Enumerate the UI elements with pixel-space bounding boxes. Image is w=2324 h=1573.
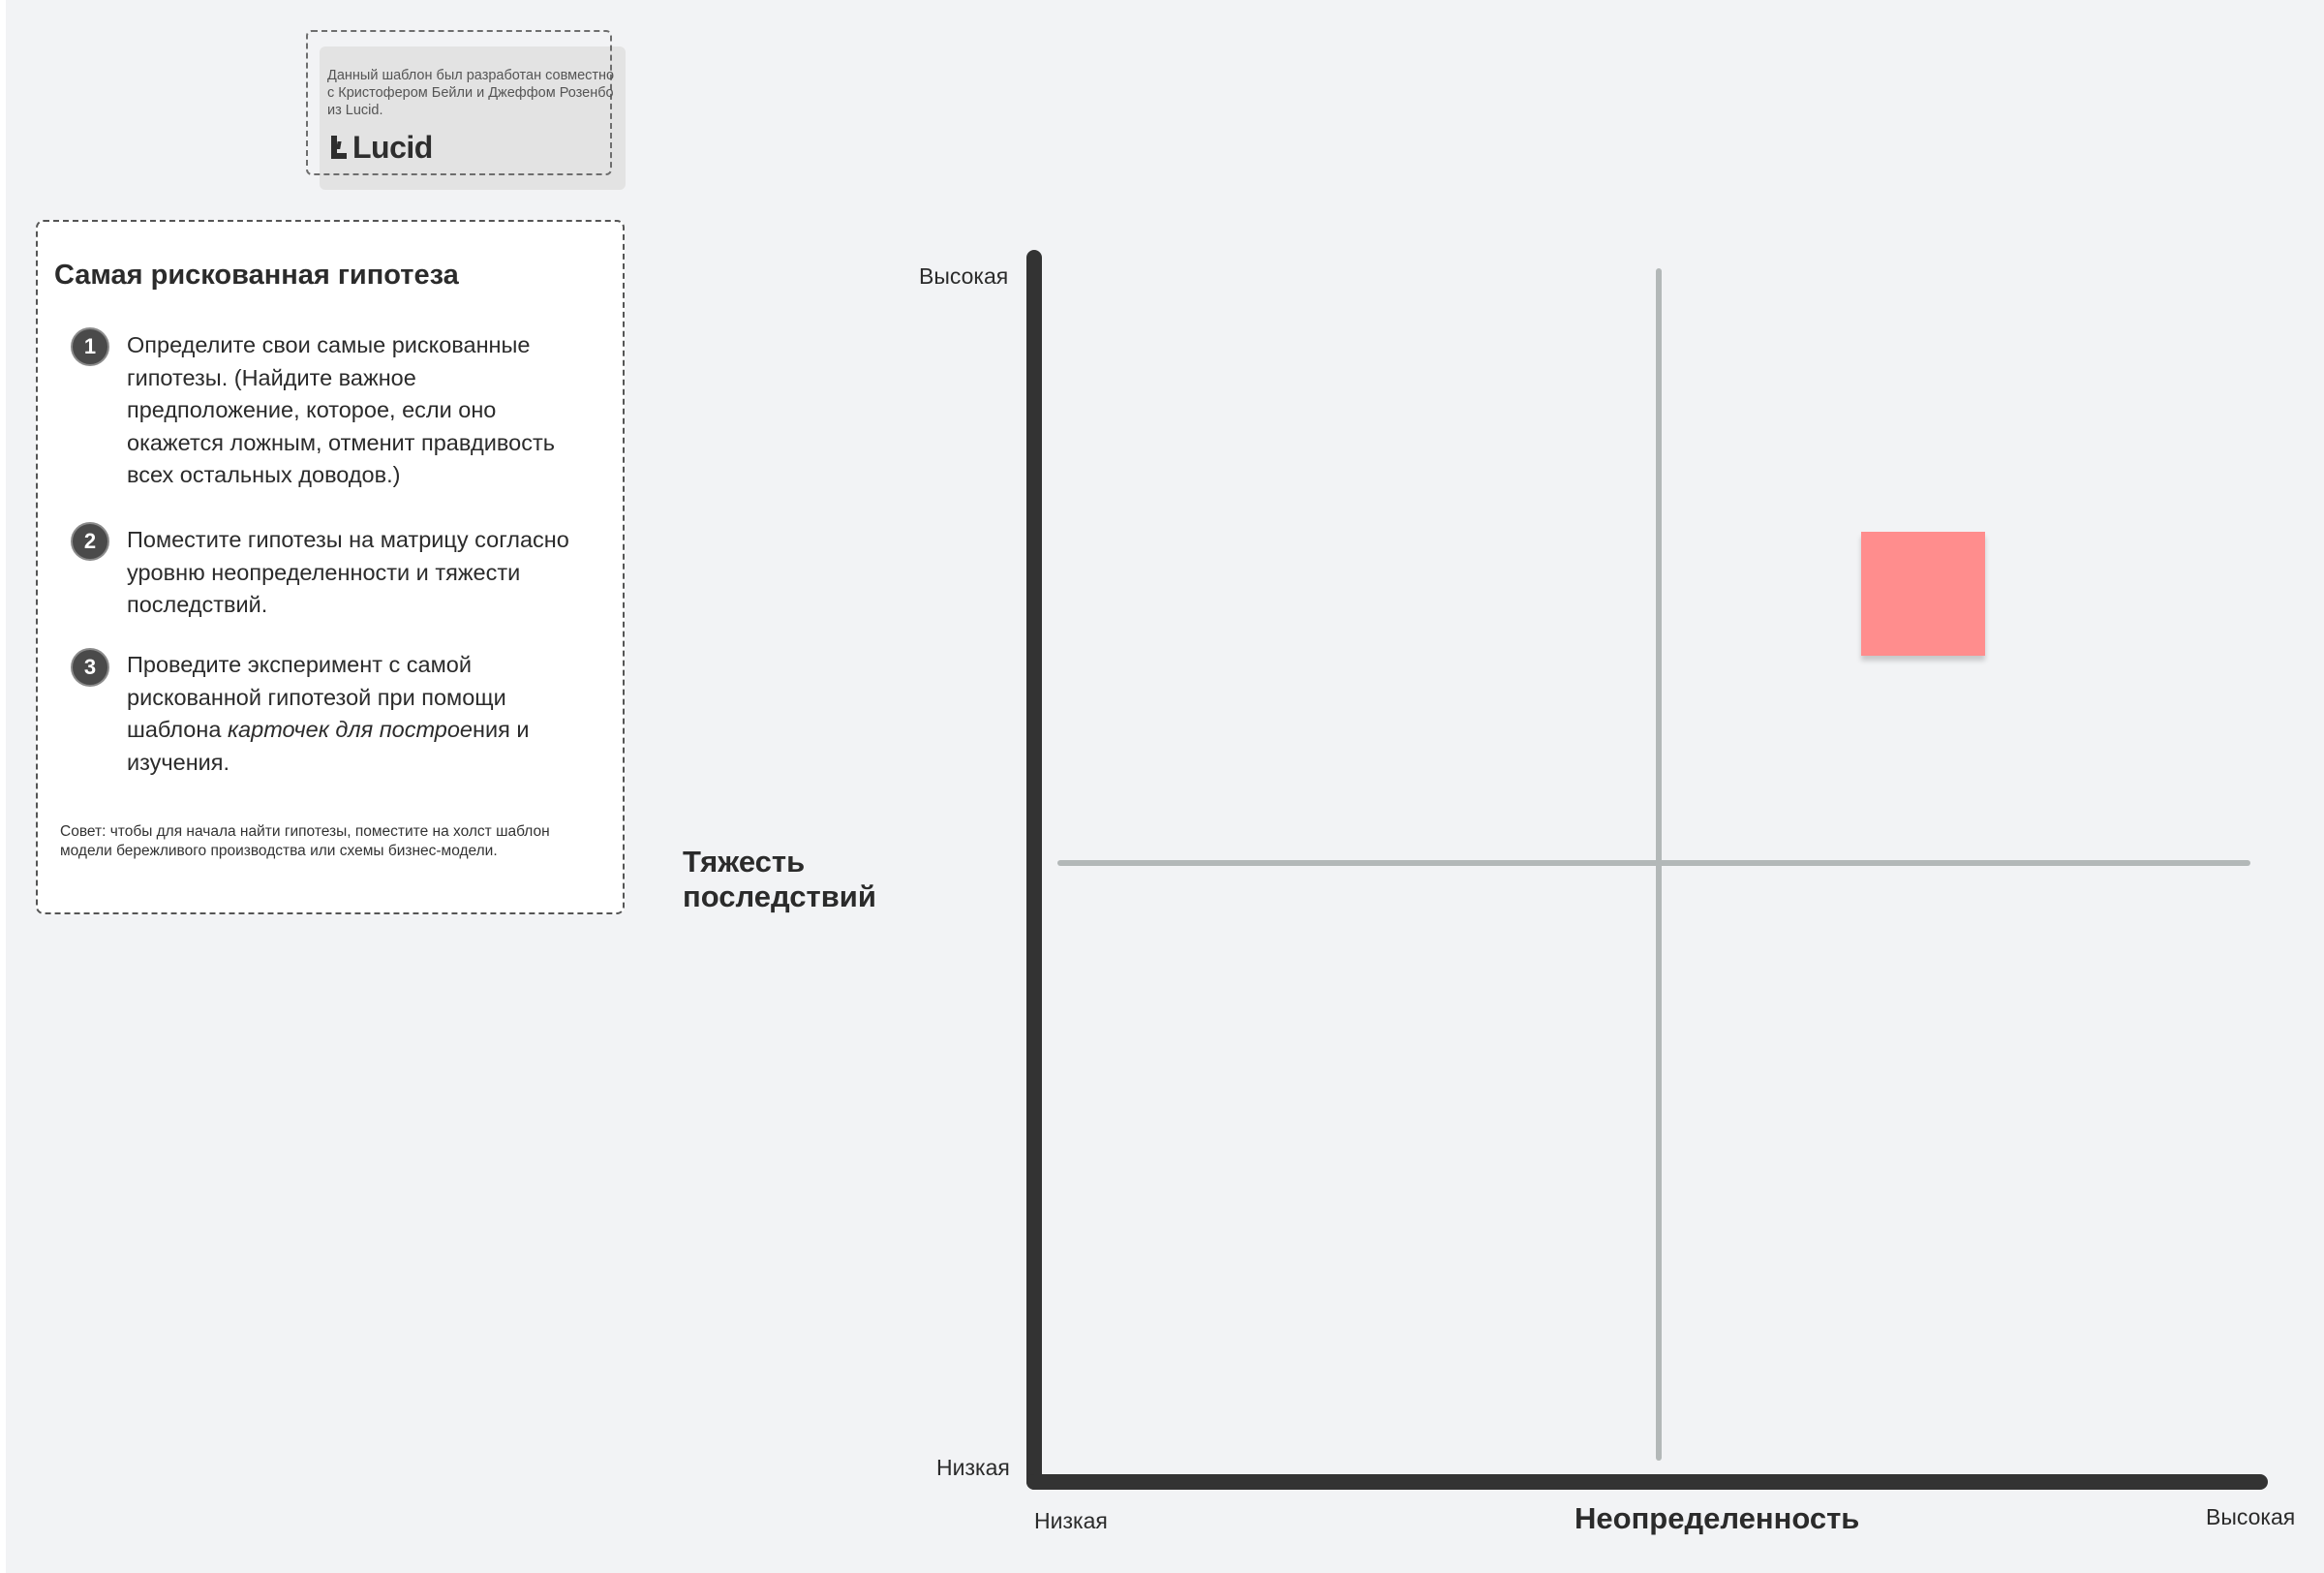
step-3-badge: 3: [71, 648, 109, 687]
step-1-text: Определите свои самые рискованные гипоте…: [127, 332, 555, 487]
instructions-panel[interactable]: [36, 220, 625, 914]
y-high-label: Высокая: [919, 263, 1009, 289]
tip-text: Совет: чтобы для начала найти гипотезы, …: [60, 823, 550, 859]
x-high-label: Высокая: [2206, 1504, 2296, 1529]
step-3-text: Проведите эксперимент с самой рискованно…: [127, 649, 582, 779]
y-axis-title: Тяжесть последствий: [683, 845, 876, 913]
lucid-logo: Lucid: [329, 130, 433, 165]
step-2-text: Поместите гипотезы на матрицу согласно у…: [127, 527, 569, 617]
step-3-template-name: карточек для построе: [227, 717, 473, 742]
lucid-logo-text: Lucid: [352, 129, 433, 165]
credit-card[interactable]: [320, 46, 626, 190]
lucid-logo-icon: [331, 136, 347, 159]
x-low-label: Низкая: [1034, 1508, 1108, 1533]
y-low-label: Низкая: [936, 1455, 1010, 1480]
step-1-badge: 1: [71, 327, 109, 366]
step-3-text-after: ния и изучения.: [127, 717, 530, 775]
credit-frame: [306, 30, 612, 175]
sticky-note[interactable]: [1861, 532, 1985, 656]
step-2-badge: 2: [71, 522, 109, 561]
credit-text: Данный шаблон был разработан совместно с…: [327, 68, 615, 118]
instructions-title: Самая рискованная гипотеза: [54, 260, 459, 291]
x-axis-title: Неопределенность: [1575, 1501, 1860, 1535]
step-3-text-before: Проведите эксперимент с самой рискованно…: [127, 652, 506, 742]
